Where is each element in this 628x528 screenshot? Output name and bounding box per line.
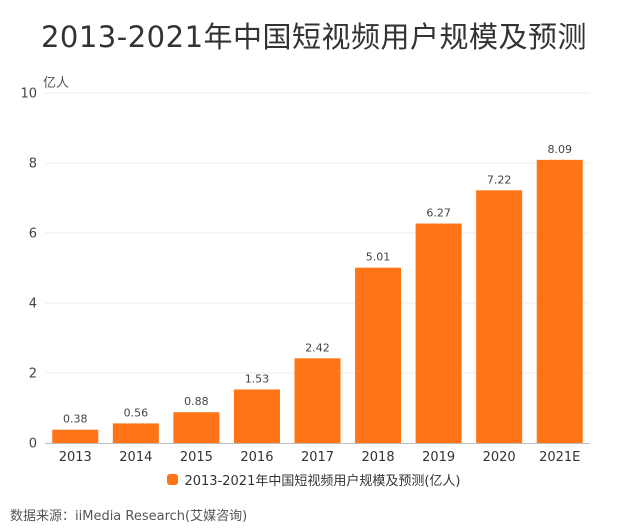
y-axis-ticks: 0 2 4 6 8 10 — [20, 87, 37, 452]
x-tick-label-2018: 2018 — [362, 450, 395, 465]
data-label-2019: 6.27 — [426, 207, 451, 220]
legend-label: 2013-2021年中国短视频用户规模及预测(亿人) — [184, 474, 461, 489]
legend-swatch — [167, 474, 179, 485]
x-tick-label-2014: 2014 — [119, 450, 152, 465]
y-tick-label: 8 — [29, 157, 37, 172]
data-label-2018: 5.01 — [366, 251, 391, 264]
bar-2020[interactable] — [476, 190, 523, 443]
bar-2019[interactable] — [415, 223, 462, 443]
data-label-2017: 2.42 — [305, 341, 330, 354]
bar-2017[interactable] — [294, 358, 341, 443]
data-label-2020: 7.22 — [487, 173, 512, 186]
y-tick-label: 2 — [29, 367, 37, 382]
x-tick-label-2020: 2020 — [483, 450, 516, 465]
data-label-2013: 0.38 — [63, 413, 88, 426]
bars — [52, 159, 583, 443]
source-note: 数据来源：iiMedia Research(艾媒咨询) — [10, 509, 248, 524]
x-tick-label-2016: 2016 — [240, 450, 273, 465]
data-label-2014: 0.56 — [124, 406, 149, 419]
bar-2018[interactable] — [355, 267, 402, 443]
bar-2021E[interactable] — [536, 159, 583, 443]
chart-title: 2013-2021年中国短视频用户规模及预测 — [40, 20, 588, 54]
bar-2016[interactable] — [233, 389, 280, 443]
bar-2013[interactable] — [52, 429, 99, 443]
y-tick-label: 4 — [29, 297, 37, 312]
data-label-2015: 0.88 — [184, 395, 209, 408]
x-axis-ticks: 2013 2014 2015 2016 2017 2018 2019 2020 2021E — [59, 450, 581, 465]
x-tick-label-2015: 2015 — [180, 450, 213, 465]
data-label-2016: 1.53 — [245, 372, 270, 385]
data-labels: 0.38 0.56 0.88 1.53 2.42 5.01 6.27 7.22 8.09 — [63, 143, 572, 426]
y-tick-label: 0 — [29, 437, 37, 452]
x-tick-label-2019: 2019 — [422, 450, 455, 465]
y-tick-label: 10 — [20, 87, 37, 102]
legend[interactable]: 2013-2021年中国短视频用户规模及预测(亿人) — [0, 470, 628, 489]
data-label-2021E: 8.09 — [547, 143, 572, 156]
bar-2015[interactable] — [173, 412, 220, 443]
y-tick-label: 6 — [29, 227, 37, 242]
x-tick-label-2021E: 2021E — [539, 450, 580, 465]
bar-2014[interactable] — [112, 423, 159, 443]
x-tick-label-2013: 2013 — [59, 450, 92, 465]
y-axis-unit-label: 亿人 — [43, 76, 70, 91]
x-tick-label-2017: 2017 — [301, 450, 334, 465]
